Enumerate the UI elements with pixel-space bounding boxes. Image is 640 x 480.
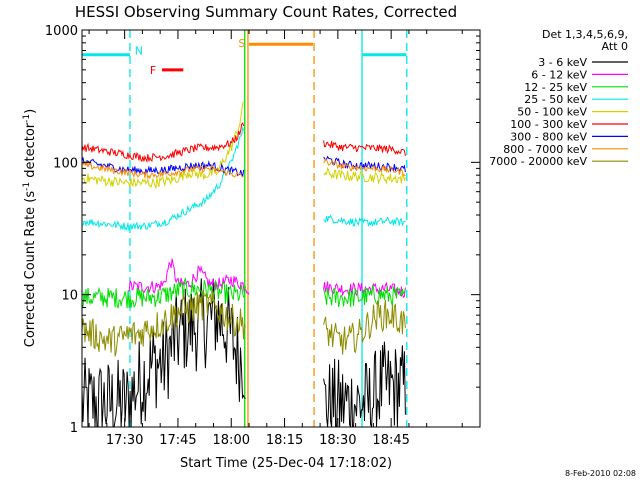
x-tick-label: 18:30 [319, 433, 356, 448]
y-axis: 1 10 100 1000 [45, 24, 480, 436]
series-8 [82, 289, 406, 357]
legend-label: 300 - 800 keV [510, 130, 587, 143]
x-tick-label: 18:45 [372, 433, 409, 448]
series-line [82, 160, 244, 180]
legend-label: 800 - 7000 keV [503, 143, 587, 156]
series-line [82, 278, 246, 427]
y-tick-label: 1 [70, 421, 78, 436]
footer-date: 8-Feb-2010 02:08 [565, 469, 636, 478]
y-tick-label: 10 [61, 289, 78, 304]
legend-label: 50 - 100 keV [517, 106, 587, 119]
chart-title: HESSI Observing Summary Count Rates, Cor… [75, 3, 457, 21]
series-3 [82, 126, 406, 232]
series-line [82, 126, 245, 232]
series-line [82, 101, 244, 190]
legend-label: 100 - 300 keV [510, 118, 587, 131]
x-axis: 17:30 17:45 18:00 18:15 18:30 18:45 [88, 30, 481, 448]
legend-label: 12 - 25 keV [524, 81, 587, 94]
series-group [82, 101, 406, 427]
series-line [127, 258, 250, 295]
series-1 [127, 258, 406, 299]
series-line [323, 214, 406, 227]
flag-bars [82, 42, 407, 72]
legend-label: 3 - 6 keV [538, 56, 587, 69]
series-line [323, 166, 406, 185]
x-tick-label: 18:00 [213, 433, 250, 448]
flag-labels: NF S [135, 37, 246, 77]
y-tick-label: 100 [53, 156, 78, 171]
series-line [323, 299, 406, 355]
plot-frame [81, 29, 481, 428]
legend-label: 6 - 12 keV [531, 68, 587, 81]
y-tick-label: 1000 [45, 24, 78, 39]
series-line [323, 140, 406, 156]
y-axis-label: Corrected Count Rate (s-1 detector-1) [22, 109, 38, 347]
x-tick-label: 18:15 [266, 433, 303, 448]
flag-label: N [135, 44, 143, 57]
x-tick-label: 17:30 [106, 433, 143, 448]
series-line [82, 289, 246, 357]
series-line [82, 122, 245, 164]
legend-header-attenuator: Att 0 [602, 40, 628, 53]
series-line [323, 158, 406, 177]
legend-header-detectors: Det 1,3,4,5,6,9, [542, 28, 628, 41]
flag-label: F [150, 64, 156, 77]
series-5 [82, 122, 406, 164]
series-line [323, 281, 406, 299]
x-tick-label: 17:45 [159, 433, 196, 448]
series-0 [82, 278, 406, 427]
legend-label: 7000 - 20000 keV [489, 155, 587, 168]
series-line [323, 341, 406, 427]
x-axis-label: Start Time (25-Dec-04 17:18:02) [180, 456, 392, 471]
legend-label: 25 - 50 keV [524, 93, 587, 106]
series-line [82, 276, 246, 309]
flag-label: S [238, 37, 245, 50]
series-4 [82, 101, 406, 190]
time-markers [129, 30, 408, 427]
series-2 [82, 276, 406, 309]
series-7 [82, 158, 406, 180]
series-line [323, 284, 406, 308]
